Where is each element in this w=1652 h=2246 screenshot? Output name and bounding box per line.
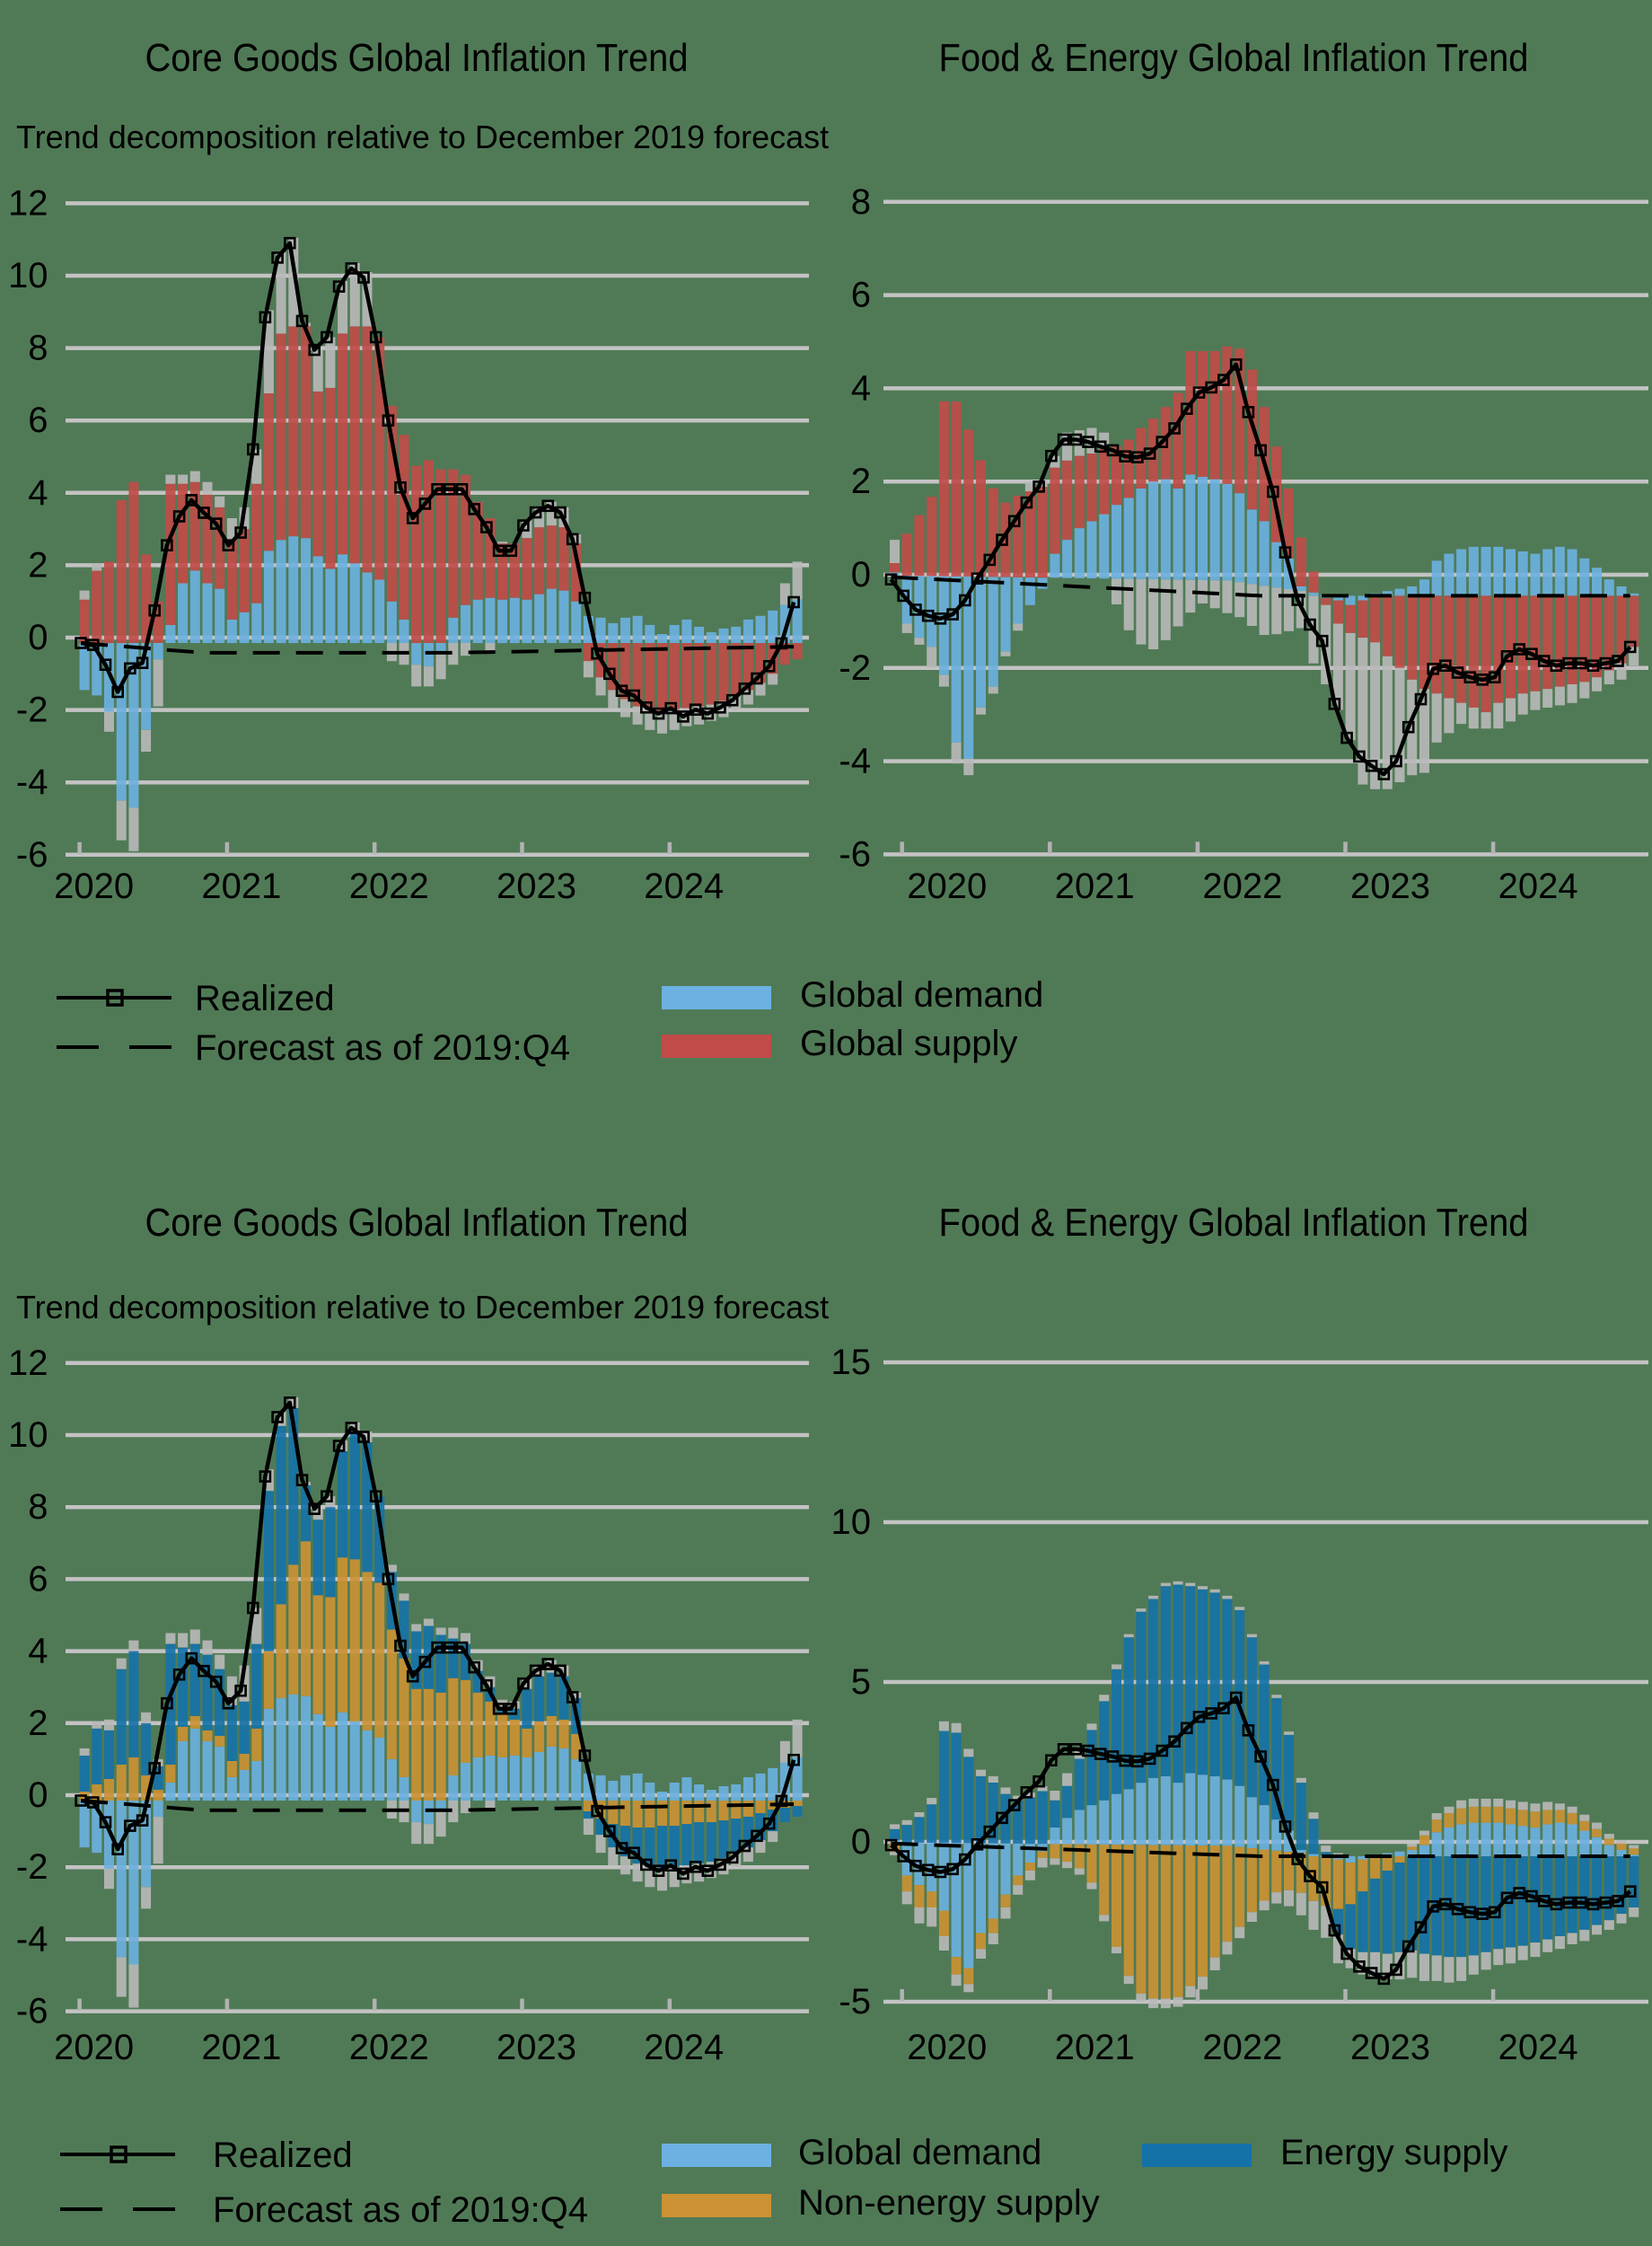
svg-text:2020: 2020 (54, 867, 134, 906)
svg-text:2021: 2021 (201, 867, 281, 906)
svg-text:Non-energy supply: Non-energy supply (798, 2183, 1100, 2223)
svg-text:-2: -2 (16, 1847, 48, 1887)
svg-text:5: 5 (851, 1662, 871, 1702)
svg-text:2023: 2023 (1350, 2028, 1430, 2067)
svg-text:Forecast as of 2019:Q4: Forecast as of 2019:Q4 (195, 1028, 570, 1068)
svg-text:2: 2 (851, 462, 871, 501)
svg-text:2023: 2023 (1350, 867, 1430, 906)
svg-text:Global supply: Global supply (800, 1024, 1017, 1063)
svg-text:-2: -2 (839, 648, 871, 688)
svg-text:2022: 2022 (349, 2028, 429, 2067)
svg-text:2023: 2023 (496, 2028, 576, 2067)
svg-text:6: 6 (851, 276, 871, 315)
svg-text:2022: 2022 (349, 867, 429, 906)
svg-text:Core Goods Global Inflation Tr: Core Goods Global Inflation Trend (145, 1201, 689, 1245)
svg-text:0: 0 (851, 1822, 871, 1862)
svg-text:Trend decomposition relative t: Trend decomposition relative to December… (16, 1289, 829, 1326)
svg-text:Food & Energy Global Inflation: Food & Energy Global Inflation Trend (939, 36, 1529, 80)
svg-text:Global demand: Global demand (798, 2133, 1041, 2172)
svg-text:-5: -5 (839, 1982, 871, 2021)
svg-text:2024: 2024 (1498, 2028, 1578, 2067)
svg-text:-4: -4 (16, 1919, 48, 1959)
svg-text:Realized: Realized (213, 2136, 353, 2175)
svg-text:0: 0 (28, 618, 48, 657)
svg-text:8: 8 (28, 1487, 48, 1527)
svg-text:2021: 2021 (1055, 2028, 1135, 2067)
svg-text:Forecast as of 2019:Q4: Forecast as of 2019:Q4 (213, 2190, 588, 2230)
svg-text:12: 12 (8, 1343, 48, 1383)
svg-text:8: 8 (28, 329, 48, 368)
svg-text:10: 10 (831, 1502, 872, 1542)
svg-text:6: 6 (28, 401, 48, 440)
svg-text:2: 2 (28, 1704, 48, 1743)
svg-text:10: 10 (8, 1415, 48, 1455)
svg-text:Energy supply: Energy supply (1280, 2133, 1507, 2172)
svg-text:Core Goods Global Inflation Tr: Core Goods Global Inflation Trend (145, 36, 689, 80)
svg-text:8: 8 (851, 182, 871, 222)
svg-text:6: 6 (28, 1559, 48, 1599)
svg-text:-6: -6 (16, 835, 48, 875)
svg-text:-6: -6 (839, 834, 871, 874)
svg-text:Realized: Realized (195, 979, 335, 1018)
svg-text:-4: -4 (839, 742, 871, 781)
svg-text:2023: 2023 (496, 867, 576, 906)
svg-text:10: 10 (8, 256, 48, 295)
svg-text:2020: 2020 (907, 867, 987, 906)
svg-text:-4: -4 (16, 762, 48, 802)
svg-text:2024: 2024 (1498, 867, 1578, 906)
svg-text:Global demand: Global demand (800, 975, 1043, 1015)
svg-text:15: 15 (831, 1343, 872, 1382)
svg-text:2024: 2024 (644, 867, 724, 906)
svg-text:2022: 2022 (1202, 867, 1282, 906)
svg-text:12: 12 (8, 183, 48, 223)
svg-text:-6: -6 (16, 1992, 48, 2031)
svg-text:4: 4 (28, 1632, 48, 1671)
svg-text:Trend decomposition relative t: Trend decomposition relative to December… (16, 119, 829, 155)
svg-text:2020: 2020 (54, 2028, 134, 2067)
svg-text:-2: -2 (16, 691, 48, 730)
svg-text:4: 4 (851, 368, 871, 408)
svg-text:2020: 2020 (907, 2028, 987, 2067)
svg-text:2021: 2021 (201, 2028, 281, 2067)
svg-text:2022: 2022 (1202, 2028, 1282, 2067)
svg-text:2: 2 (28, 545, 48, 585)
svg-text:4: 4 (28, 473, 48, 513)
svg-text:0: 0 (28, 1775, 48, 1815)
svg-text:2024: 2024 (644, 2028, 724, 2067)
svg-text:Food & Energy Global Inflation: Food & Energy Global Inflation Trend (939, 1201, 1529, 1245)
svg-text:2021: 2021 (1055, 867, 1135, 906)
svg-text:0: 0 (851, 555, 871, 595)
